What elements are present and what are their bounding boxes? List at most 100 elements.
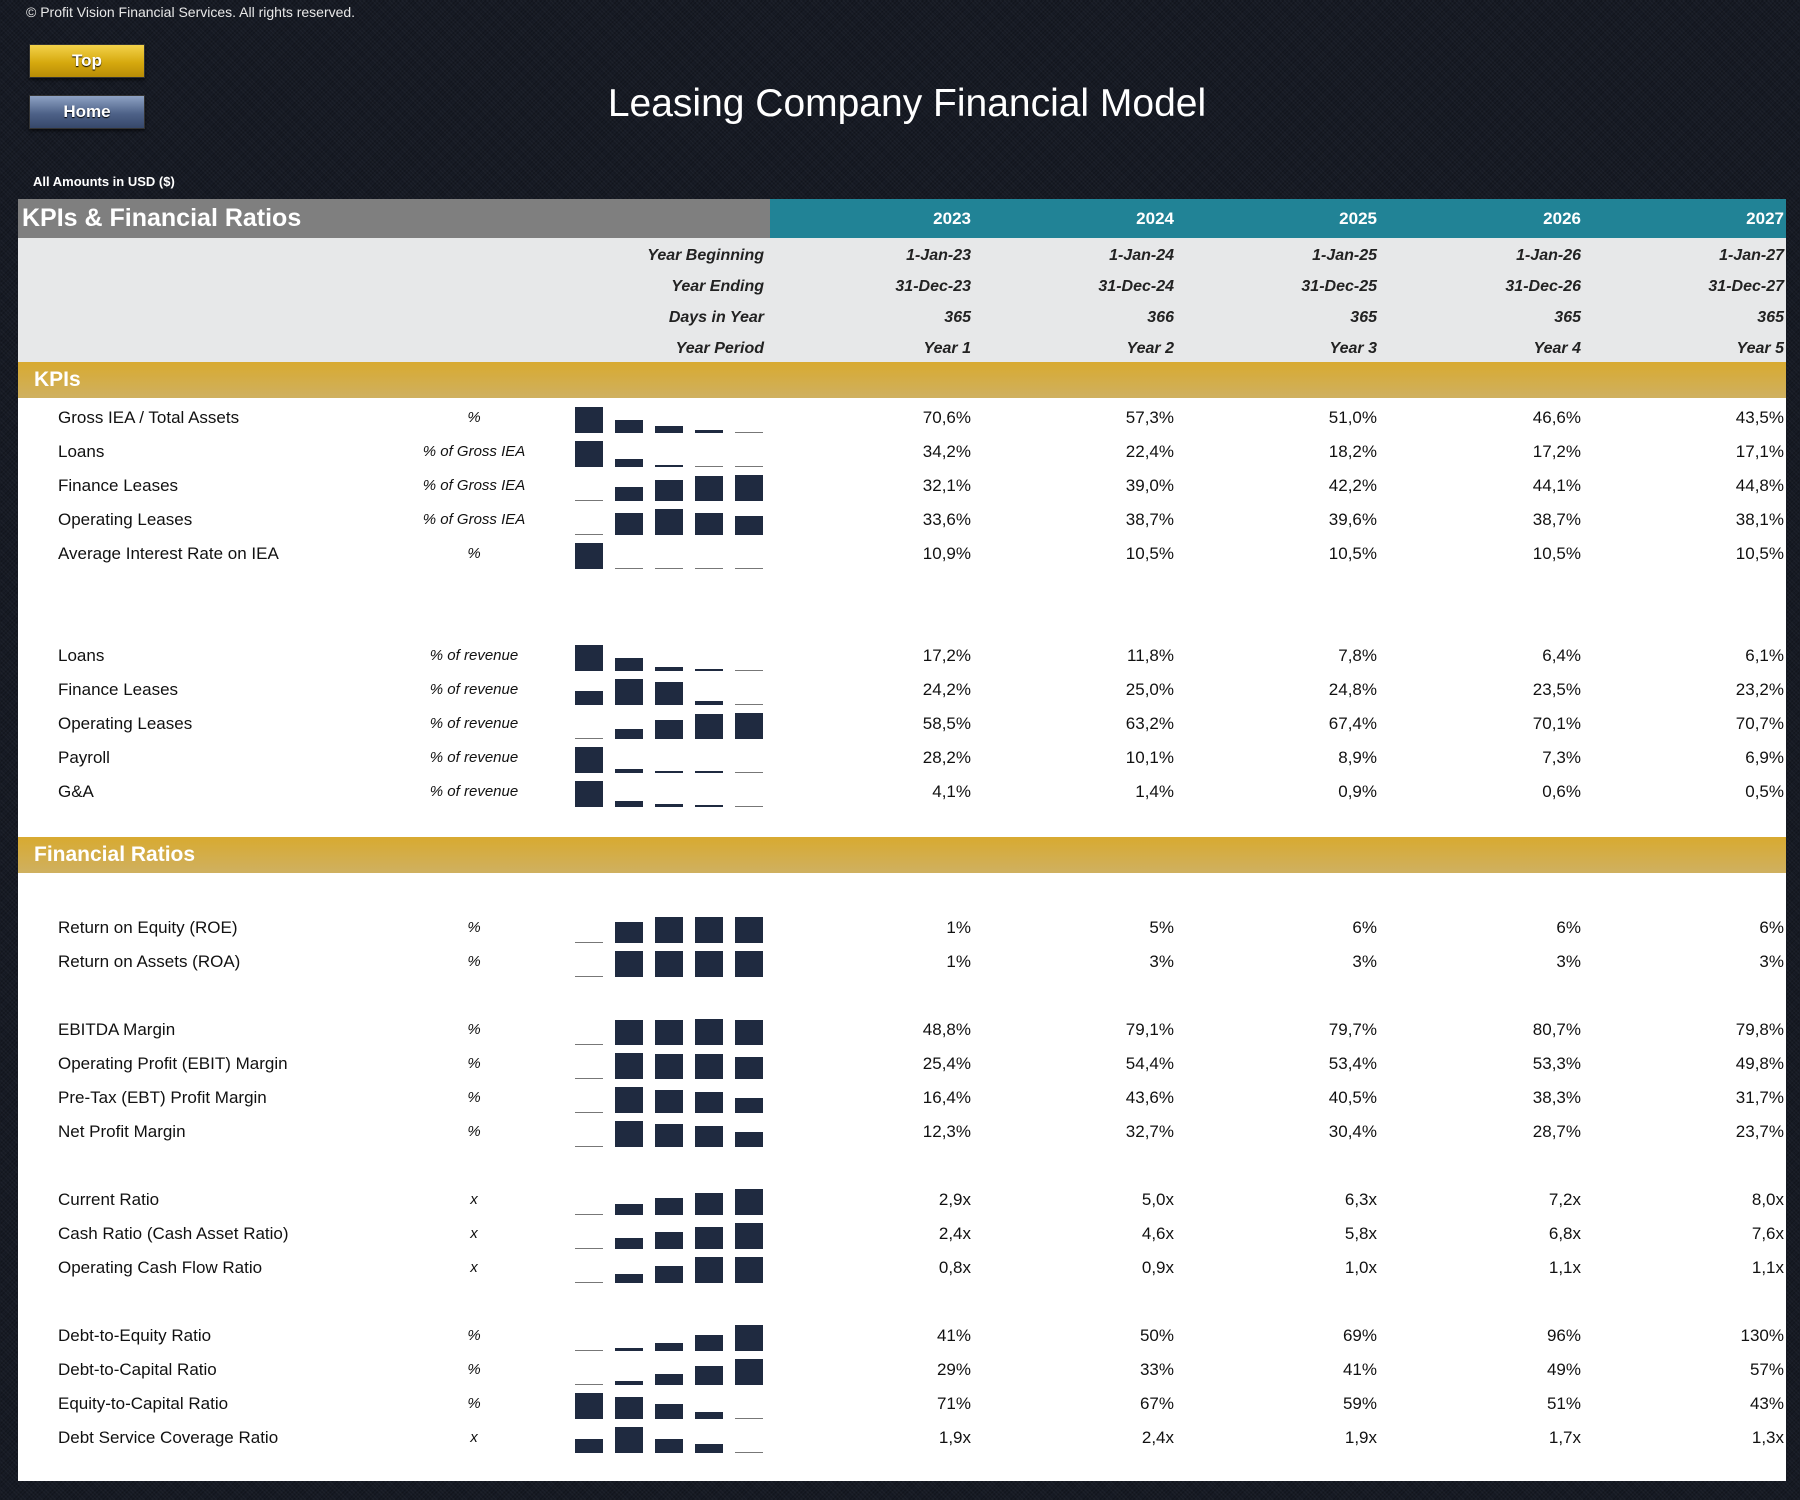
- row-unit: %: [467, 953, 481, 970]
- row-label: Current Ratio: [58, 1190, 160, 1209]
- info-label: Days in Year: [668, 309, 764, 326]
- row-value: 4,6x: [1141, 1224, 1174, 1243]
- table-row: Payroll % of revenue 28,2% 10,1% 8,9% 7,3% 6,9…: [18, 741, 1786, 775]
- table-row: Return on Assets (ROA)% 1% 3% 3% 3% 3%: [18, 945, 1786, 979]
- info-value: 365: [1757, 309, 1784, 326]
- sparkline-bar: [655, 804, 683, 807]
- info-value: 31-Dec-23: [895, 278, 971, 295]
- row-label: Equity-to-Capital Ratio: [58, 1394, 229, 1413]
- row-value: 10,5%: [1125, 544, 1174, 563]
- sparkline: [575, 1323, 765, 1351]
- sparkline-baseline: [695, 805, 723, 807]
- home-button[interactable]: Home: [29, 95, 145, 129]
- info-value: 1-Jan-25: [1312, 247, 1377, 264]
- sparkline-bar: [655, 1232, 683, 1249]
- row-value: 70,1%: [1532, 714, 1581, 733]
- row-value: 4,1%: [932, 782, 971, 801]
- row-value: 38,1%: [1735, 510, 1784, 529]
- sparkline-bar: [695, 430, 723, 433]
- sparkline-baseline: [575, 1112, 603, 1113]
- sparkline-bar: [655, 1053, 683, 1079]
- row-value: 30,4%: [1328, 1122, 1377, 1141]
- row-value: 17,1%: [1735, 442, 1784, 461]
- row-value: 6,1%: [1745, 646, 1784, 665]
- row-label: Net Profit Margin: [58, 1122, 186, 1141]
- row-value: 41%: [936, 1326, 971, 1345]
- row-value: 6%: [1556, 918, 1581, 937]
- row-value: 1,0x: [1344, 1258, 1377, 1277]
- sparkline-baseline: [735, 704, 763, 705]
- row-unit: % of revenue: [429, 647, 519, 664]
- info-value: Year 4: [1533, 340, 1581, 357]
- row-unit: x: [470, 1191, 478, 1208]
- sparkline: [575, 1017, 765, 1045]
- row-value: 6,4%: [1542, 646, 1581, 665]
- sparkline-baseline: [695, 466, 723, 467]
- row-value: 5,8x: [1344, 1224, 1377, 1243]
- row-unit: % of Gross IEA: [422, 511, 526, 528]
- sparkline-baseline: [695, 669, 723, 671]
- row-value: 1,4%: [1135, 782, 1174, 801]
- sparkline-bar: [655, 465, 683, 467]
- sparkline-bar: [735, 917, 763, 943]
- sparkline: [575, 745, 765, 773]
- sparkline-bar: [615, 679, 643, 705]
- row-label: Loans: [58, 646, 105, 665]
- row-value: 28,2%: [922, 748, 971, 767]
- row-unit: x: [470, 1429, 478, 1446]
- row-value: 7,6x: [1751, 1224, 1784, 1243]
- info-label: Year Beginning: [647, 247, 764, 264]
- row-value: 32,7%: [1125, 1122, 1174, 1141]
- table-row: Finance Leases % of Gross IEA 32,1% 39,0% 42…: [18, 469, 1786, 503]
- row-value: 58,5%: [922, 714, 971, 733]
- row-value: 43%: [1749, 1394, 1784, 1413]
- row-label: Finance Leases: [58, 680, 179, 699]
- sparkline-baseline: [735, 806, 763, 807]
- sparkline-baseline: [735, 466, 763, 467]
- sparkline-bar: [655, 720, 683, 739]
- row-value: 96%: [1546, 1326, 1581, 1345]
- sparkline-baseline: [575, 1384, 603, 1385]
- row-value: 6%: [1352, 918, 1377, 937]
- row-value: 1,9x: [1344, 1428, 1377, 1447]
- sparkline-bar: [575, 407, 603, 433]
- sparkline-bar: [695, 1193, 723, 1215]
- sparkline-bar: [655, 1123, 683, 1147]
- top-button[interactable]: Top: [29, 44, 145, 78]
- row-value: 24,2%: [922, 680, 971, 699]
- info-value: 31-Dec-27: [1708, 278, 1784, 295]
- sparkline-bar: [575, 543, 603, 569]
- row-value: 5,0x: [1141, 1190, 1174, 1209]
- row-value: 24,8%: [1328, 680, 1377, 699]
- table-row: Operating Profit (EBIT) Margin% 25,4% 54,4…: [18, 1047, 1786, 1081]
- sparkline-bar: [735, 1098, 763, 1113]
- row-label: Return on Assets (ROA): [58, 952, 241, 971]
- copyright-text: © Profit Vision Financial Services. All …: [26, 4, 356, 20]
- row-label: Finance Leases: [58, 476, 179, 495]
- sparkline-bar: [575, 690, 603, 705]
- row-value: 0,8x: [938, 1258, 971, 1277]
- row-label: Payroll: [58, 748, 110, 767]
- sparkline-bar: [615, 800, 643, 807]
- row-value: 57%: [1749, 1360, 1784, 1379]
- sparkline: [575, 1187, 765, 1215]
- row-value: 53,3%: [1532, 1054, 1581, 1073]
- sparkline-baseline: [735, 568, 763, 569]
- sparkline-bar: [615, 486, 643, 501]
- sparkline-bar: [695, 700, 723, 705]
- sparkline-bar: [615, 1087, 643, 1113]
- kpi-sheet: KPIs & Financial Ratios 2023 2024 2025 2026…: [18, 199, 1786, 1481]
- info-value: 1-Jan-26: [1516, 247, 1581, 264]
- period-info-block: Year Beginning 1-Jan-23 1-Jan-24 1-Jan-25 1-…: [18, 238, 1786, 362]
- sparkline-bar: [655, 1197, 683, 1215]
- row-value: 43,5%: [1735, 408, 1784, 427]
- sparkline-bar: [615, 419, 643, 433]
- row-value: 63,2%: [1125, 714, 1174, 733]
- sparkline: [575, 1085, 765, 1113]
- row-value: 1,3x: [1751, 1428, 1784, 1447]
- row-unit: %: [467, 1327, 481, 1344]
- table-row: Loans % of revenue 17,2% 11,8% 7,8% 6,4% 6,1%: [18, 639, 1786, 673]
- sparkline-bar: [575, 1438, 603, 1453]
- sparkline-bar: [695, 1411, 723, 1419]
- info-value: Year 3: [1329, 340, 1377, 357]
